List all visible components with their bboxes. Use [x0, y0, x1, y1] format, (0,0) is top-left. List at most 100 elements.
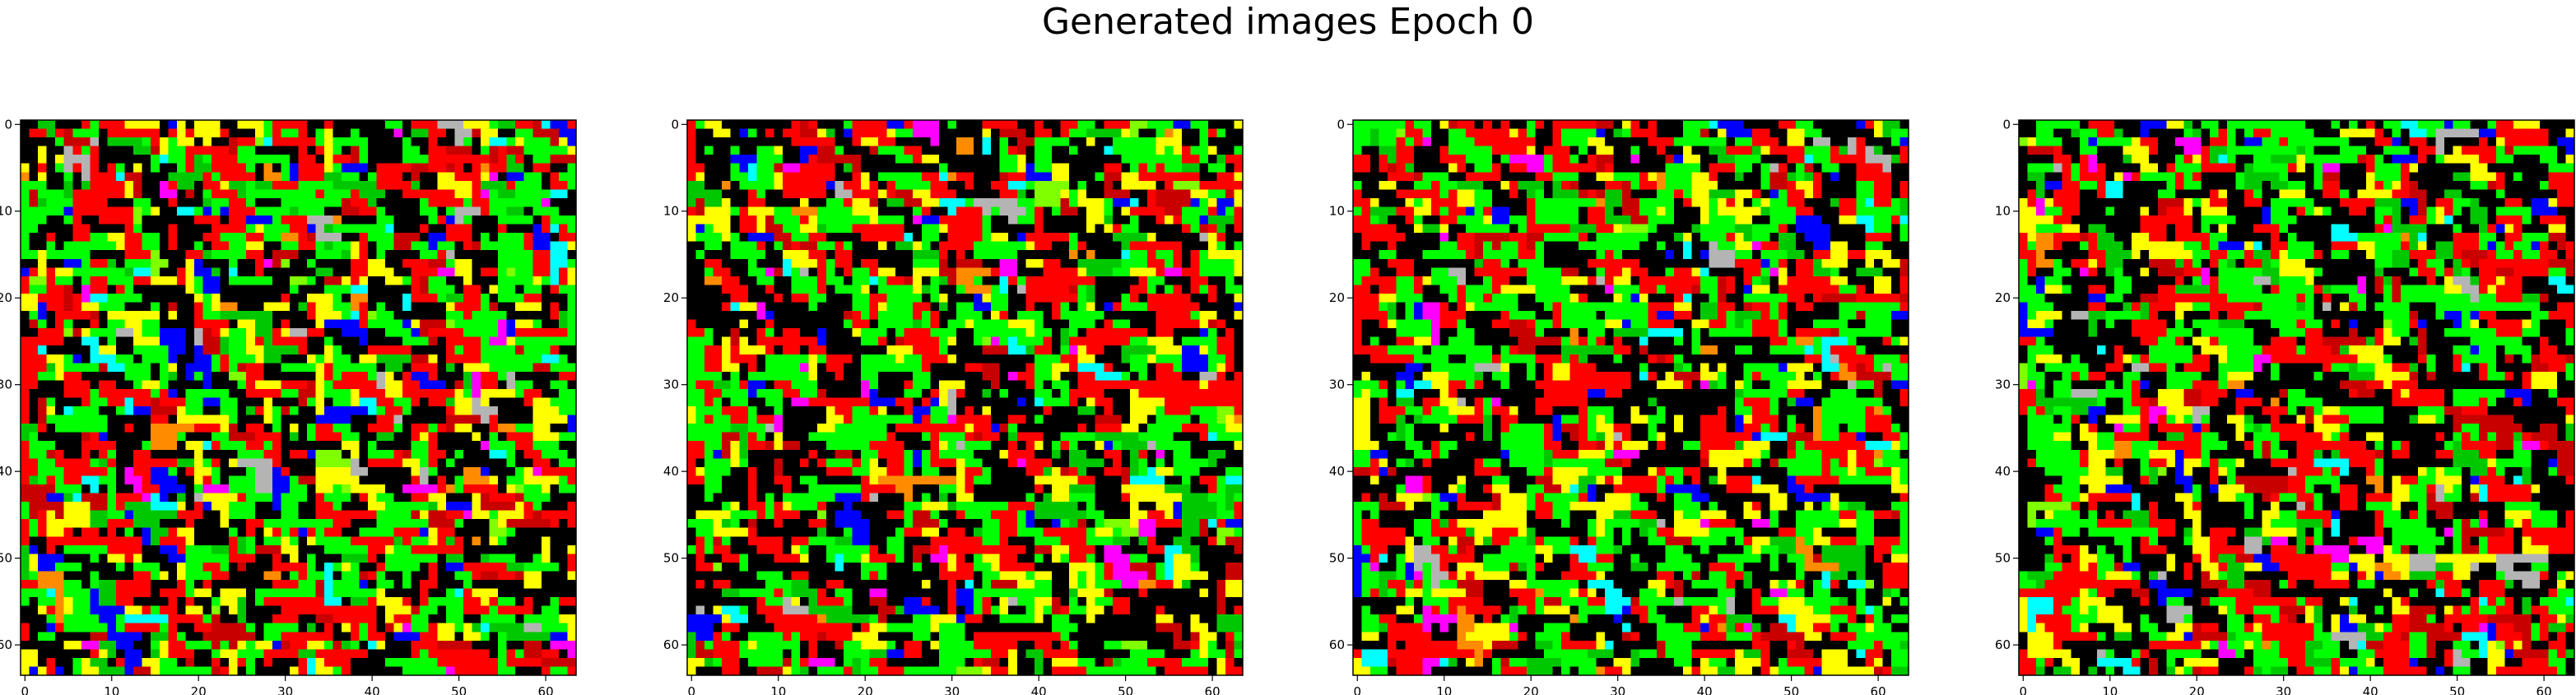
- pixel: [445, 215, 455, 225]
- pixel: [133, 649, 143, 659]
- pixel: [81, 441, 91, 451]
- pixel: [523, 311, 533, 321]
- pixel: [428, 432, 438, 442]
- pixel: [420, 155, 430, 164]
- pixel: [411, 623, 421, 632]
- pixel: [506, 311, 516, 321]
- pixel: [81, 536, 91, 546]
- pixel: [220, 328, 230, 338]
- pixel: [558, 302, 569, 312]
- pixel: [747, 215, 757, 225]
- pixel: [81, 363, 91, 373]
- pixel: [220, 354, 230, 364]
- pixel: [878, 215, 888, 225]
- pixel: [38, 345, 48, 355]
- pixel: [332, 241, 342, 251]
- pixel: [532, 466, 542, 477]
- pixel: [315, 466, 325, 477]
- pixel: [384, 449, 395, 459]
- pixel: [567, 319, 577, 329]
- pixel: [220, 554, 230, 563]
- pixel: [176, 502, 186, 512]
- pixel: [869, 189, 879, 199]
- pixel: [133, 120, 143, 130]
- pixel: [193, 250, 204, 260]
- pixel: [463, 371, 473, 382]
- pixel: [454, 258, 464, 268]
- pixel: [359, 354, 369, 364]
- pixel: [498, 180, 508, 190]
- pixel: [860, 128, 871, 138]
- pixel: [1190, 180, 1200, 190]
- pixel: [472, 554, 481, 563]
- pixel: [254, 449, 264, 459]
- pixel: [151, 311, 160, 321]
- pixel: [376, 475, 386, 485]
- pixel: [63, 285, 73, 294]
- pixel: [489, 397, 499, 407]
- pixel: [185, 632, 195, 642]
- pixel: [237, 510, 247, 520]
- pixel: [886, 137, 896, 147]
- pixel: [1216, 155, 1226, 164]
- pixel: [480, 258, 491, 268]
- pixel: [315, 579, 325, 590]
- pixel: [402, 544, 412, 554]
- pixel: [298, 120, 308, 130]
- pixel: [437, 311, 447, 321]
- pixel: [411, 484, 421, 494]
- pixel: [168, 155, 178, 164]
- pixel: [1043, 120, 1053, 130]
- pixel: [783, 189, 793, 199]
- pixel: [472, 562, 481, 572]
- pixel: [921, 155, 931, 164]
- pixel: [359, 597, 369, 607]
- pixel: [90, 554, 100, 563]
- pixel: [367, 250, 378, 260]
- pixel: [367, 614, 378, 624]
- pixel: [515, 466, 525, 477]
- pixel: [202, 623, 212, 632]
- pixel: [965, 163, 974, 173]
- pixel: [289, 441, 300, 451]
- pixel: [411, 424, 421, 433]
- pixel: [463, 432, 473, 442]
- pixel: [384, 241, 395, 251]
- pixel: [38, 666, 48, 676]
- pixel: [281, 466, 291, 477]
- pixel: [1165, 137, 1174, 147]
- pixel: [428, 276, 438, 285]
- pixel: [359, 189, 369, 199]
- pixel: [704, 206, 714, 216]
- pixel: [289, 519, 300, 529]
- pixel: [393, 657, 403, 668]
- pixel: [860, 197, 871, 208]
- pixel: [376, 519, 386, 529]
- pixel: [420, 137, 430, 147]
- pixel: [904, 224, 914, 234]
- pixel: [454, 120, 464, 130]
- pixel: [124, 163, 134, 173]
- pixel: [176, 197, 186, 208]
- pixel: [350, 544, 360, 554]
- pixel: [808, 233, 818, 243]
- pixel: [307, 441, 317, 451]
- pixel: [974, 224, 983, 234]
- pixel: [472, 233, 481, 243]
- pixel: [472, 415, 481, 424]
- pixel: [445, 571, 455, 581]
- pixel: [29, 510, 39, 520]
- pixel: [229, 415, 239, 424]
- pixel: [81, 554, 91, 563]
- pixel: [220, 128, 230, 138]
- pixel: [168, 388, 178, 399]
- pixel: [687, 206, 697, 216]
- pixel: [428, 527, 438, 537]
- pixel: [237, 666, 247, 676]
- pixel: [254, 328, 264, 338]
- pixel: [472, 250, 481, 260]
- pixel: [800, 146, 810, 155]
- pixel: [523, 241, 533, 251]
- pixel: [29, 172, 39, 182]
- pixel: [454, 406, 464, 416]
